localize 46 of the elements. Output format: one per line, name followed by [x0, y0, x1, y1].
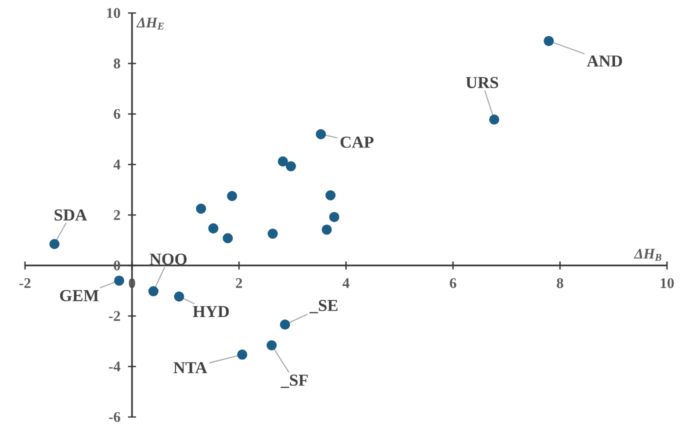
- point: [278, 156, 288, 167]
- point: [544, 36, 554, 46]
- point: [148, 286, 158, 296]
- point: [322, 224, 332, 235]
- x-tick-label: -2: [19, 278, 30, 288]
- x-tick-label: 8: [556, 278, 564, 288]
- x-tick-label: 4: [342, 278, 350, 288]
- point: [114, 276, 124, 286]
- annotation: AND: [586, 56, 622, 67]
- point: [489, 114, 500, 125]
- point: [316, 129, 326, 140]
- point: [237, 350, 248, 360]
- point: [266, 340, 277, 350]
- annotation: GEM: [60, 290, 99, 302]
- y-tick-label: -4: [108, 362, 120, 372]
- annotation: _SE: [310, 300, 338, 314]
- x-axis-title: ΔH$_{B}$: [634, 248, 662, 261]
- annotation: HYD: [192, 306, 229, 318]
- point: [222, 233, 233, 244]
- annotation: URS: [466, 76, 498, 88]
- annotation: _SF: [280, 374, 308, 388]
- annotation: NTA: [174, 362, 208, 374]
- point: [286, 161, 296, 172]
- point: [196, 204, 206, 214]
- annotation: NOO: [150, 254, 187, 265]
- y-tick-label: 4: [114, 160, 120, 170]
- y-tick-label: 8: [114, 58, 120, 68]
- annotation: SDA: [54, 209, 87, 221]
- y-tick-label: 2: [114, 210, 120, 220]
- point: [325, 190, 336, 200]
- point: [49, 238, 60, 250]
- y-tick-label: 6: [114, 109, 120, 119]
- x-tick-label: 2: [236, 278, 242, 288]
- y-tick-label: -6: [108, 412, 120, 422]
- point: [208, 223, 218, 234]
- point: [268, 228, 278, 239]
- y-tick-label: -2: [108, 311, 120, 321]
- point: [280, 320, 290, 330]
- y-axis-title: ΔH$_{E}$: [136, 18, 164, 30]
- annotation: CAP: [340, 136, 374, 148]
- y-tick-label: 10: [107, 8, 120, 18]
- point: [226, 190, 238, 202]
- x-tick-label: 10: [660, 278, 674, 288]
- x-tick-label: 6: [450, 278, 456, 288]
- point: [174, 291, 184, 302]
- point: [329, 212, 340, 222]
